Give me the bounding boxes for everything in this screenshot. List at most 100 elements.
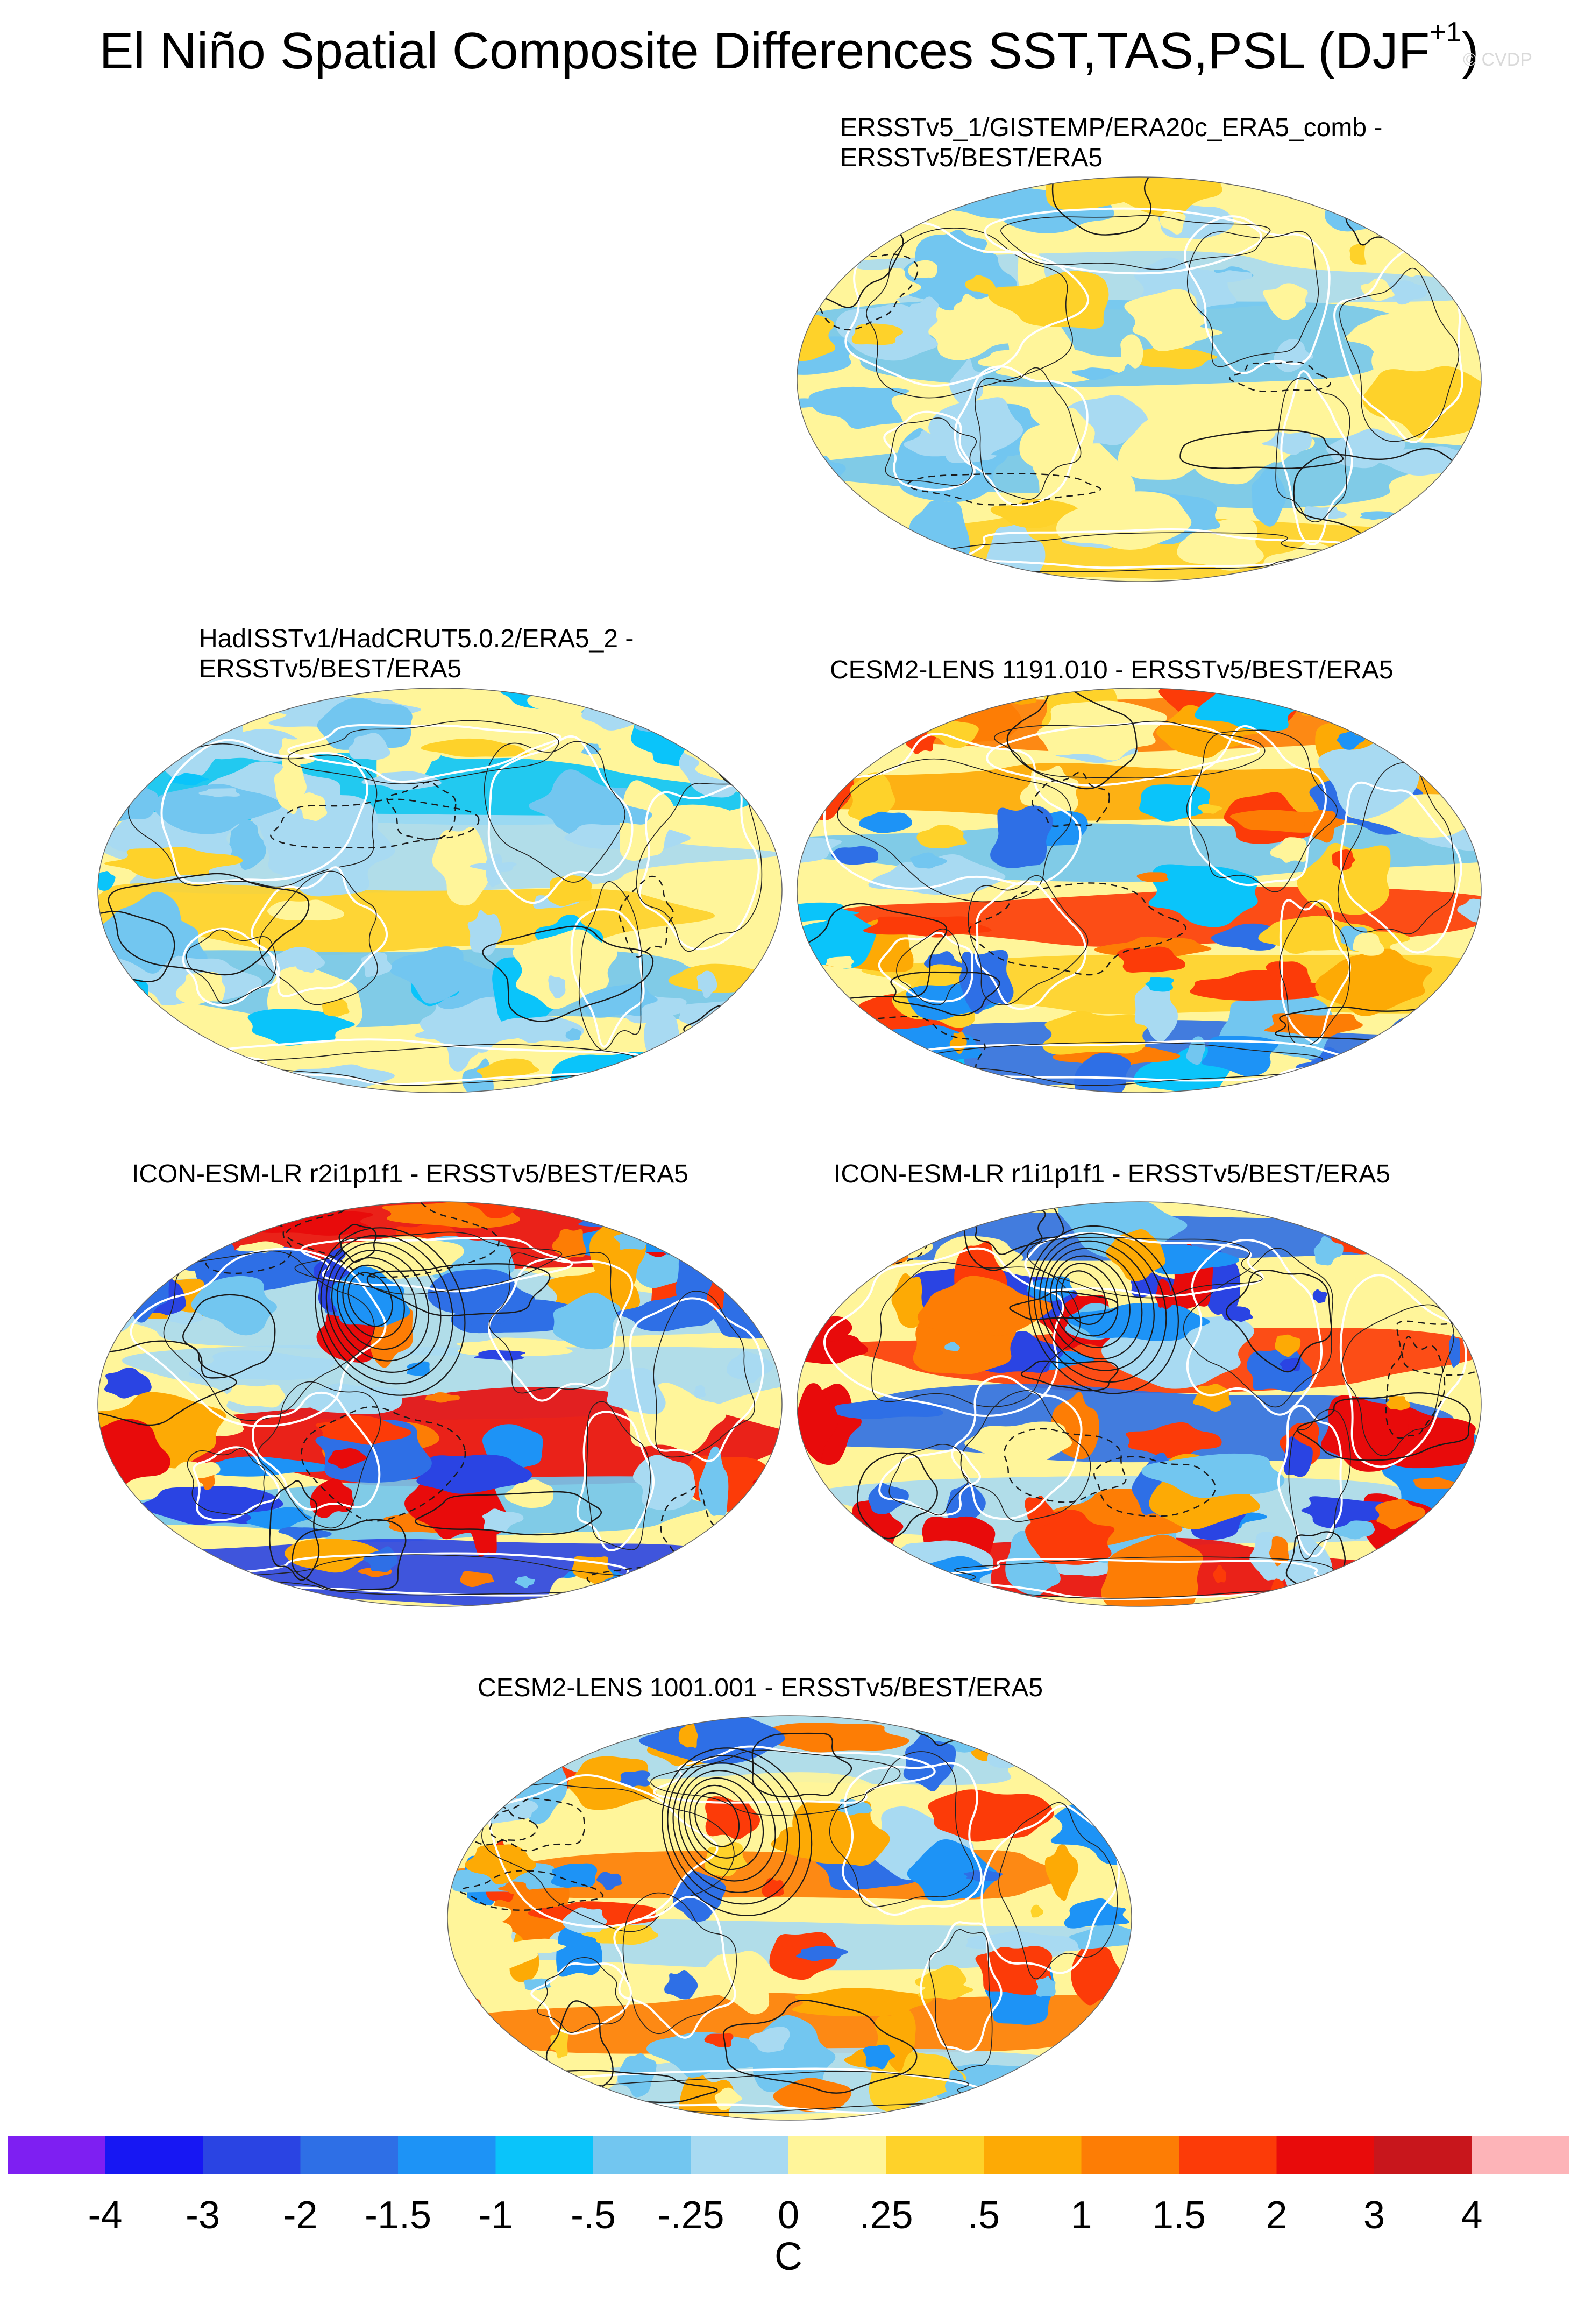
panel-6-title: CESM2-LENS 1001.001 - ERSSTv5/BEST/ERA5	[478, 1674, 1043, 1702]
anomaly-patch	[596, 1872, 622, 1890]
map-border	[97, 688, 783, 1093]
anomaly-patch	[1033, 2063, 1132, 2120]
anomaly-patch	[987, 1738, 1032, 1768]
anomaly-patch	[692, 1546, 773, 1606]
anomaly-patch	[796, 1945, 849, 1961]
coastline-edge	[484, 741, 625, 883]
anomaly-patch	[548, 975, 566, 999]
colorbar-units: C	[774, 2235, 802, 2278]
anomaly-patch	[858, 811, 912, 833]
anomaly-patch	[1315, 948, 1432, 1016]
anomaly-patch	[104, 1368, 152, 1399]
anomaly-patch	[1198, 804, 1222, 814]
anomaly-patch	[797, 244, 852, 281]
coastline	[1277, 1405, 1343, 1557]
anomaly-patch	[267, 899, 345, 921]
anomaly-patch	[565, 1028, 581, 1041]
anomaly-patch	[797, 398, 827, 408]
anomaly-patch	[797, 912, 877, 969]
panel-5-title: ICON-ESM-LR r1i1p1f1 - ERSSTv5/BEST/ERA5	[834, 1160, 1390, 1188]
map-border	[447, 1715, 1132, 2121]
anomaly-patch	[1101, 2072, 1132, 2120]
psl-contour	[459, 1870, 604, 1911]
anomaly-patch	[1363, 187, 1384, 196]
anomaly-patch	[815, 688, 880, 747]
psl-contour	[98, 1340, 237, 1426]
anomaly-patch	[620, 1770, 651, 1787]
psl-contour	[907, 473, 1101, 506]
anomaly-patch	[1019, 408, 1095, 474]
psl-contour	[1179, 429, 1344, 470]
anomaly-patch	[1177, 518, 1264, 571]
anomaly-patch	[1387, 1014, 1481, 1062]
coastline-edge	[1027, 1237, 1263, 1299]
anomaly-patch	[1303, 506, 1347, 520]
coastline	[530, 1962, 632, 2035]
psl-contour	[672, 1762, 788, 1894]
anomaly-patch	[189, 1350, 336, 1381]
anomaly-patch	[1042, 177, 1166, 210]
anomaly-patch	[908, 688, 942, 720]
anomaly-patch	[792, 1800, 890, 1866]
anomaly-patch	[1354, 1202, 1399, 1232]
anomaly-patch	[1101, 1534, 1203, 1606]
coastline-edge	[1341, 1304, 1455, 1456]
coastline	[487, 735, 634, 904]
anomaly-patch	[1134, 980, 1178, 1042]
anomaly-patch	[443, 1014, 479, 1072]
coastline-edge	[653, 1291, 755, 1458]
psl-contour	[1033, 1232, 1167, 1383]
anomaly-patch	[278, 1527, 332, 1540]
anomaly-patch	[829, 688, 945, 709]
anomaly-patch	[515, 1576, 535, 1588]
anomaly-patch	[1117, 946, 1185, 973]
anomaly-patch	[946, 294, 992, 355]
coastline-edge	[622, 1892, 737, 2035]
panel-1-title: ERSSTv5_1/GISTEMP/ERA20c_ERA5_comb - ERSS…	[840, 114, 1383, 172]
anomaly-patch	[1037, 700, 1167, 761]
colorbar-tick-label: -1	[478, 2194, 513, 2237]
anomaly-patch	[616, 1293, 733, 1332]
psl-contour	[366, 1263, 551, 1317]
anomaly-patch	[198, 788, 240, 797]
coastline-edge	[257, 1381, 381, 1529]
colorbar-swatch	[691, 2136, 789, 2174]
anomaly-patch	[916, 824, 968, 849]
anomaly-patch	[948, 562, 981, 573]
anomaly-patch	[705, 1796, 760, 1840]
psl-contour	[1031, 771, 1110, 827]
anomaly-patch	[903, 1734, 956, 1791]
colorbar	[8, 2136, 1569, 2174]
coastline-edge	[1339, 267, 1460, 442]
anomaly-patch	[1044, 1844, 1078, 1901]
anomaly-patch	[98, 1560, 179, 1603]
coastline-edge	[975, 367, 1082, 500]
coastline	[1024, 1232, 1264, 1298]
psl-contour	[667, 1755, 800, 1905]
anomaly-patch	[698, 1446, 729, 1516]
anomaly-patch	[828, 1217, 917, 1242]
anomaly-patch	[1301, 1496, 1395, 1528]
coastline	[984, 207, 1263, 275]
psl-contour	[342, 1264, 405, 1338]
anomaly-patch	[617, 2053, 657, 2098]
anomaly-patch	[797, 1515, 848, 1548]
anomaly-patch	[694, 1534, 770, 1590]
anomaly-patch	[660, 688, 782, 720]
anomaly-patch	[1067, 1303, 1210, 1341]
coastline	[986, 722, 1261, 787]
psl-contour	[108, 1542, 160, 1606]
anomaly-patch	[1345, 314, 1442, 351]
anomaly-band	[797, 762, 1473, 821]
psl-contour	[337, 1257, 417, 1350]
coastline-edge	[294, 1231, 563, 1295]
anomaly-patch	[1383, 1235, 1463, 1255]
anomaly-patch	[1126, 1422, 1222, 1459]
coastline-edge	[163, 1250, 375, 1421]
anomaly-patch	[550, 2028, 568, 2059]
coastline	[1280, 370, 1353, 545]
anomaly-patch	[447, 1894, 511, 1938]
map-border	[797, 1201, 1482, 1607]
anomaly-patch	[1386, 1395, 1411, 1411]
psl-contour	[315, 1227, 466, 1396]
